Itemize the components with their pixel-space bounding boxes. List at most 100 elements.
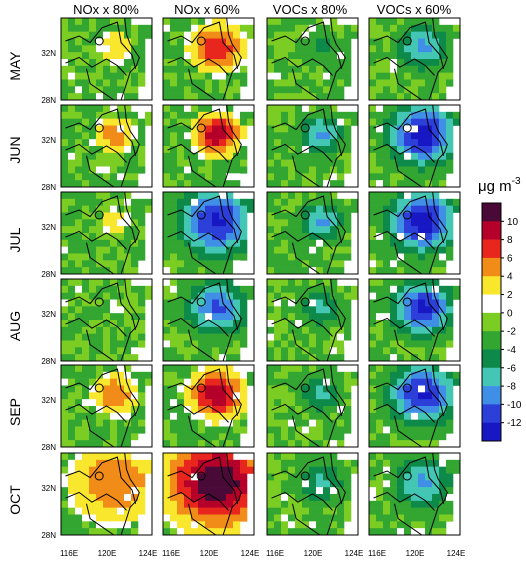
panel-jun-3 (266, 104, 359, 188)
lake-outline (94, 297, 104, 307)
grid-cell (170, 139, 178, 147)
grid-cell (418, 419, 426, 427)
grid-cell (110, 333, 118, 341)
grid-cell (274, 371, 282, 379)
grid-cell (316, 306, 324, 314)
grid-cell (226, 385, 234, 393)
grid-cell (226, 38, 234, 46)
grid-cell (138, 253, 146, 261)
grid-cell (233, 226, 241, 234)
grid-cell (267, 111, 275, 119)
grid-cell (383, 173, 391, 181)
grid-cell (439, 347, 447, 355)
grid-cell (404, 212, 412, 220)
grid-cell (212, 132, 220, 140)
grid-cell (397, 205, 405, 213)
grid-cell (302, 52, 310, 60)
grid-cell (240, 371, 248, 379)
grid-cell (404, 333, 412, 341)
grid-cell (439, 260, 447, 268)
grid-cell (274, 299, 282, 307)
grid-cell (212, 180, 220, 188)
grid-cell (61, 18, 69, 26)
grid-cell (337, 392, 345, 400)
grid-cell (170, 385, 178, 393)
grid-cell (103, 480, 111, 488)
grid-cell (233, 392, 241, 400)
grid-cell (267, 152, 275, 160)
lake-outline (300, 36, 310, 46)
grid-cell (295, 320, 303, 328)
grid-cell (295, 285, 303, 293)
grid-cell (177, 392, 185, 400)
grid-cell (198, 412, 206, 420)
grid-cell (323, 93, 331, 101)
grid-cell (316, 65, 324, 73)
grid-cell (117, 24, 125, 32)
grid-cell (170, 65, 178, 73)
grid-cell (117, 198, 125, 206)
colorbar-swatch (482, 221, 501, 240)
grid-cell (302, 93, 310, 101)
grid-cell (240, 152, 248, 160)
grid-cell (369, 480, 377, 488)
grid-cell (96, 440, 104, 448)
grid-cell (75, 354, 83, 362)
grid-cell (309, 487, 317, 495)
panel-frame (162, 452, 255, 536)
grid-cell (288, 340, 296, 348)
grid-cell (344, 152, 352, 160)
grid-cell (170, 399, 178, 407)
grid-cell (191, 347, 199, 355)
grid-cell (337, 59, 345, 67)
boundary-line (167, 56, 229, 76)
grid-cell (226, 399, 234, 407)
grid-cell (198, 385, 206, 393)
grid-cell (184, 125, 192, 133)
grid-cell (96, 212, 104, 220)
grid-cell (163, 480, 171, 488)
row-headers: MAY JUN JUL AUG SEP OCT (7, 51, 23, 515)
grid-cell (309, 38, 317, 46)
grid-cell (397, 24, 405, 32)
panel-oct-4 (368, 452, 461, 536)
grid-cell (369, 192, 377, 200)
grid-cell (205, 59, 213, 67)
grid-cell (432, 45, 440, 53)
grid-cell (383, 514, 391, 522)
grid-cell (233, 292, 241, 300)
grid-cell (439, 65, 447, 73)
grid-cell (376, 111, 384, 119)
grid-cell (233, 507, 241, 515)
grid-cell (439, 385, 447, 393)
row-header-jul: JUL (7, 227, 23, 252)
grid-cell (323, 111, 331, 119)
boundary-line (292, 242, 321, 275)
grid-cell (337, 406, 345, 414)
grid-cell (281, 146, 289, 154)
grid-cell (110, 340, 118, 348)
grid-cell (89, 333, 97, 341)
grid-cell (177, 412, 185, 420)
boundary-line (120, 191, 140, 275)
grid-cell (309, 198, 317, 206)
grid-cell (432, 299, 440, 307)
grid-cell (82, 239, 90, 247)
grid-cell (288, 132, 296, 140)
grid-cell (103, 180, 111, 188)
grid-cell (267, 45, 275, 53)
grid-cell (75, 285, 83, 293)
grid-cell (191, 299, 199, 307)
grid-cell (89, 487, 97, 495)
grid-cell (177, 419, 185, 427)
grid-cell (376, 239, 384, 247)
grid-cell (425, 333, 433, 341)
grid-cell (138, 246, 146, 254)
grid-cell (376, 371, 384, 379)
grid-cell (177, 285, 185, 293)
grid-cell (205, 52, 213, 60)
grid-cell (61, 426, 69, 434)
grid-cell (404, 93, 412, 101)
grid-cell (68, 419, 76, 427)
lake-outline (196, 36, 206, 46)
